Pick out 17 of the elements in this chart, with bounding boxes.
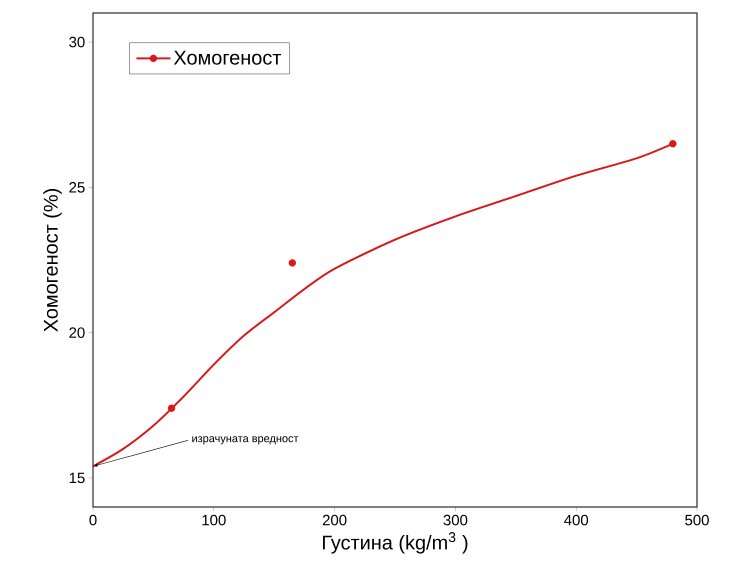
legend-label: Хомогеност <box>174 50 282 65</box>
y-tick-label: 20 <box>69 327 85 338</box>
x-tick-label: 500 <box>685 514 709 526</box>
y-tick-label: 15 <box>70 472 85 484</box>
y-axis-title: Хомогеност (%) <box>43 188 62 332</box>
x-axis-title: Густина (kg/m$^{3}$ ) <box>323 532 468 554</box>
point <box>669 140 677 148</box>
y-tick-label: 30 <box>69 36 85 48</box>
annotation: израчуната вредност <box>192 436 298 444</box>
x-tick-label: 200 <box>322 514 346 526</box>
y-tick-label: 25 <box>69 182 85 193</box>
x-tick-label: 300 <box>444 514 468 526</box>
x-tick-label: 0 <box>89 514 97 526</box>
point <box>288 259 296 267</box>
x-tick-label: 100 <box>202 514 226 526</box>
x-tick-label: 400 <box>564 514 588 526</box>
point <box>168 404 176 412</box>
